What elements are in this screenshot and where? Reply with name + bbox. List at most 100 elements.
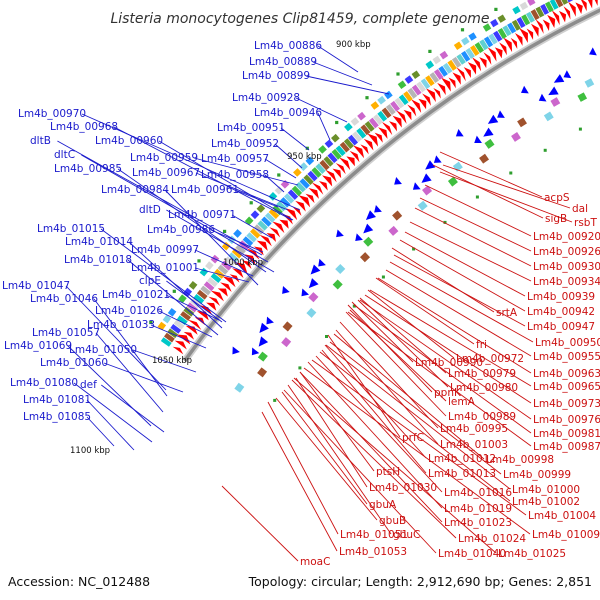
forward-gene bbox=[346, 156, 355, 167]
gene-label-left: Lm4b_01057 bbox=[32, 327, 100, 339]
leader-line-right bbox=[281, 391, 368, 505]
forward-gene bbox=[467, 62, 477, 75]
marker-dot bbox=[149, 320, 153, 325]
feature-band bbox=[183, 306, 195, 317]
forward-gene bbox=[187, 319, 202, 330]
leader-line-left bbox=[280, 127, 310, 151]
reverse-gene bbox=[336, 229, 344, 238]
forward-gene bbox=[241, 260, 252, 269]
feature-band bbox=[497, 27, 507, 40]
leader-line-right bbox=[299, 371, 375, 472]
inner-feature bbox=[417, 200, 428, 211]
leader-line-right bbox=[307, 361, 443, 509]
feature-band bbox=[470, 45, 480, 56]
feature-band bbox=[160, 337, 172, 347]
leader-line-left bbox=[166, 209, 275, 273]
marker-dot bbox=[249, 201, 253, 205]
feature-band bbox=[493, 30, 503, 42]
gene-label-left: Lm4b_00899 bbox=[242, 70, 310, 82]
forward-gene bbox=[220, 282, 232, 292]
leader-line-right bbox=[311, 359, 527, 516]
gene-label-left: def bbox=[80, 379, 97, 391]
feature-band bbox=[253, 224, 265, 235]
feature-band-outer bbox=[490, 18, 499, 28]
forward-gene bbox=[581, 0, 587, 12]
feature-band-outer bbox=[256, 204, 266, 213]
leader-line-left bbox=[73, 382, 153, 443]
kbp-mark: 1100 kbp bbox=[70, 446, 110, 456]
feature-band bbox=[488, 33, 498, 45]
leader-line-left bbox=[195, 172, 289, 211]
leader-line-right bbox=[424, 184, 532, 237]
forward-gene bbox=[568, 1, 576, 17]
leader-line-left bbox=[305, 75, 390, 95]
inner-marker-dot bbox=[543, 148, 547, 152]
feature-band-outer bbox=[411, 70, 421, 79]
inner-feature bbox=[257, 351, 268, 362]
reverse-gene bbox=[548, 86, 559, 96]
feature-band bbox=[398, 94, 409, 106]
leader-line-right bbox=[385, 269, 532, 357]
feature-band bbox=[403, 91, 413, 102]
feature-band-outer bbox=[299, 162, 308, 171]
feature-band bbox=[530, 9, 540, 21]
genome-backbone bbox=[183, 8, 600, 362]
gene-label-left: Lm4b_00960 bbox=[95, 135, 163, 147]
leader-line-right bbox=[364, 294, 532, 404]
feature-band-outer bbox=[404, 75, 414, 84]
gene-label-right: Lm4b_00947 bbox=[527, 321, 595, 333]
gene-label-left: Lm4b_00928 bbox=[232, 92, 300, 104]
leader-line-right bbox=[303, 367, 531, 535]
marker-dot bbox=[335, 120, 339, 125]
feature-band bbox=[299, 178, 310, 189]
gene-label-right: ptsH bbox=[376, 466, 400, 478]
leader-line-left bbox=[86, 416, 115, 447]
leader-line-left bbox=[103, 362, 184, 393]
leader-line-left bbox=[264, 174, 285, 193]
feature-band bbox=[180, 311, 191, 321]
leader-line-left bbox=[317, 45, 359, 73]
feature-band bbox=[416, 81, 426, 93]
gene-label-right: Lm4b_00998 bbox=[486, 454, 554, 466]
gene-label-right: Lm4b_00965 bbox=[533, 381, 600, 393]
feature-band-outer bbox=[350, 117, 360, 126]
feature-band-outer bbox=[199, 267, 209, 277]
gene-label-right: Lm4b_01012 bbox=[428, 453, 496, 465]
gene-label-left: Lm4b_00970 bbox=[18, 108, 86, 120]
inner-marker-dot bbox=[273, 398, 277, 402]
feature-band bbox=[163, 332, 175, 343]
feature-band bbox=[173, 319, 185, 330]
feature-band bbox=[385, 104, 396, 115]
gene-label-left: Lm4b_00951 bbox=[217, 122, 285, 134]
inner-feature bbox=[359, 252, 371, 263]
gene-label-right: moaC bbox=[300, 556, 330, 568]
forward-gene bbox=[381, 121, 393, 136]
gene-label-right: sigB bbox=[545, 213, 567, 225]
reverse-gene bbox=[412, 182, 421, 190]
inner-feature bbox=[281, 337, 292, 348]
feature-band-outer bbox=[227, 235, 237, 245]
feature-band bbox=[502, 25, 512, 37]
forward-gene bbox=[471, 57, 482, 72]
feature-band bbox=[347, 134, 359, 146]
gene-label-left: Lm4b_00958 bbox=[201, 169, 269, 181]
reverse-gene bbox=[474, 135, 482, 144]
reverse-gene bbox=[563, 70, 572, 79]
feature-band-outer bbox=[432, 55, 442, 65]
feature-band-outer bbox=[357, 111, 366, 121]
gene-label-left: Lm4b_01081 bbox=[23, 394, 91, 406]
leader-line-right bbox=[359, 299, 532, 420]
leader-line-right bbox=[295, 377, 368, 488]
leader-line-left bbox=[165, 294, 220, 321]
feature-band bbox=[507, 22, 517, 34]
gene-label-right: Lm4b_00987 bbox=[533, 441, 600, 453]
leader-line-left bbox=[231, 214, 273, 239]
inner-marker-dot bbox=[578, 127, 582, 131]
leader-line-left bbox=[67, 345, 152, 427]
left-gene-labels: Lm4b_00886 Lm4b_00889 Lm4b_00899 Lm4b_00928… bbox=[2, 40, 322, 423]
marker-dot bbox=[396, 72, 400, 76]
gene-label-right: prfC bbox=[402, 432, 424, 444]
feature-band bbox=[170, 324, 182, 334]
forward-gene bbox=[272, 221, 285, 234]
kbp-mark: 1000 kbp bbox=[223, 258, 263, 268]
